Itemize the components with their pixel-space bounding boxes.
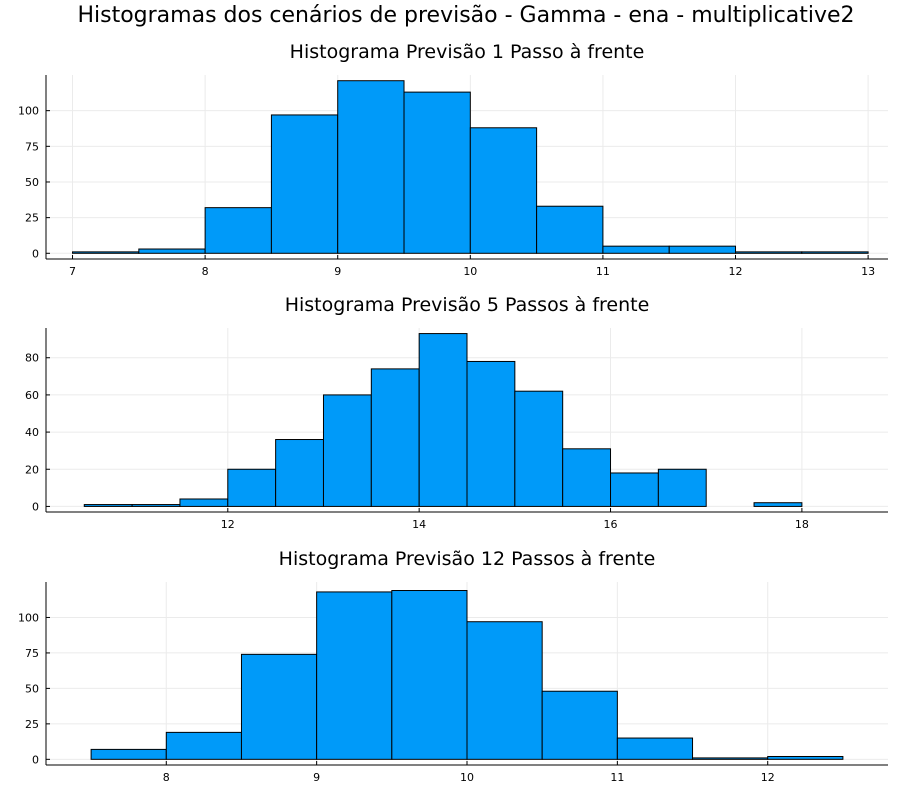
histogram-bar (227, 468, 277, 507)
histogram-panel-12-steps: Histograma Previsão 12 Passos à frente 8 9… (18, 548, 888, 784)
x-tick-label: 13 (861, 265, 875, 278)
histogram-bar (610, 472, 659, 507)
y-tick-label: 0 (32, 247, 39, 260)
y-tick-label: 40 (25, 426, 39, 439)
x-tick-label: 18 (795, 518, 809, 531)
x-tick-label: 8 (202, 265, 209, 278)
chart-title: Histograma Previsão 12 Passos à frente (279, 548, 656, 570)
histogram-bar (138, 248, 206, 254)
x-tick-label: 16 (604, 518, 618, 531)
histogram-panel-1-step: Histograma Previsão 1 Passo à frente 7 8 9 1… (18, 41, 888, 278)
figure-title: Histogramas dos cenários de previsão - G… (77, 3, 854, 28)
histogram-bar (370, 368, 420, 507)
histogram-bar (616, 737, 694, 760)
histogram-bar (275, 439, 324, 507)
histogram-bar (179, 498, 229, 507)
x-tick-label: 10 (460, 771, 474, 784)
histogram-bar (322, 394, 372, 507)
histogram-bar (536, 205, 604, 254)
chart-title: Histograma Previsão 1 Passo à frente (290, 41, 645, 63)
x-tick-label: 14 (412, 518, 426, 531)
y-tick-label: 0 (32, 753, 39, 766)
y-tick-label: 80 (25, 352, 39, 365)
histogram-bar (391, 590, 468, 760)
histogram-bar (657, 468, 707, 507)
histogram-bar (240, 653, 318, 760)
histogram-bar (466, 621, 543, 760)
x-tick-label: 11 (596, 265, 610, 278)
histogram-bar (131, 504, 181, 507)
histogram-bar (72, 251, 140, 254)
histogram-bar (204, 207, 272, 254)
histogram-bar (668, 245, 737, 254)
x-tick-label: 11 (610, 771, 624, 784)
y-tick-label: 50 (25, 176, 39, 189)
histogram-bar (514, 390, 564, 507)
y-tick-label: 50 (25, 682, 39, 695)
histogram-bar (337, 80, 405, 254)
histogram-bar (270, 114, 339, 254)
histogram-bar (466, 360, 516, 507)
histogram-bar (753, 502, 803, 507)
y-tick-label: 25 (25, 212, 39, 225)
histogram-bar (735, 251, 803, 254)
y-tick-label: 100 (18, 105, 39, 118)
y-tick-label: 0 (32, 500, 39, 513)
x-tick-label: 8 (163, 771, 170, 784)
histogram-bar (469, 127, 538, 254)
y-tick-label: 100 (18, 611, 39, 624)
histogram-bar (562, 448, 612, 507)
histogram-bar (418, 333, 468, 507)
histogram-bar (541, 690, 618, 760)
y-tick-label: 25 (25, 718, 39, 731)
x-tick-label: 12 (729, 265, 743, 278)
histogram-bar (83, 504, 133, 507)
x-tick-label: 12 (761, 771, 775, 784)
y-tick-label: 60 (25, 389, 39, 402)
x-tick-label: 9 (334, 265, 341, 278)
histogram-bar (403, 91, 471, 254)
x-tick-label: 7 (69, 265, 76, 278)
x-tick-label: 10 (463, 265, 477, 278)
y-tick-label: 20 (25, 463, 39, 476)
histogram-bar (165, 731, 242, 760)
histogram-bar (602, 245, 670, 254)
histogram-bar (692, 757, 769, 760)
histogram-bar (801, 251, 869, 254)
y-tick-label: 75 (25, 647, 39, 660)
x-tick-label: 12 (221, 518, 235, 531)
histogram-bar (316, 591, 393, 760)
histogram-bar (90, 748, 167, 760)
histogram-bar (767, 755, 844, 760)
chart-title: Histograma Previsão 5 Passos à frente (285, 294, 650, 316)
y-tick-label: 75 (25, 140, 39, 153)
x-tick-label: 9 (313, 771, 320, 784)
histogram-panel-5-steps: Histograma Previsão 5 Passos à frente 12 1… (25, 294, 888, 531)
